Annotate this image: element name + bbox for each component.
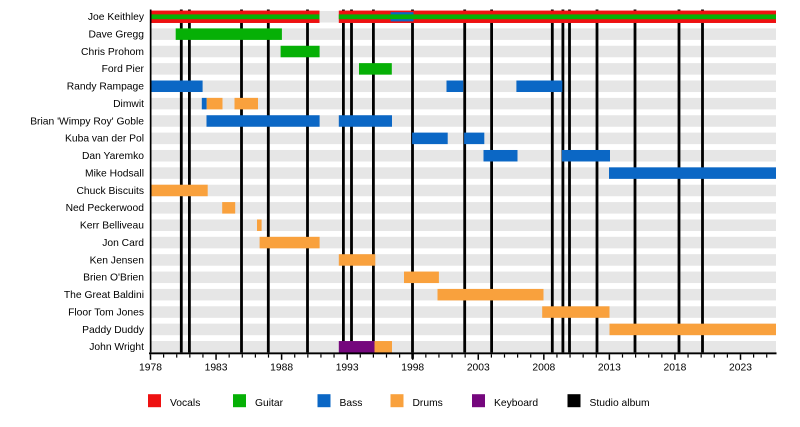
svg-text:2013: 2013 bbox=[598, 363, 621, 374]
svg-text:Kuba van der Pol: Kuba van der Pol bbox=[65, 134, 144, 145]
svg-text:Paddy Duddy: Paddy Duddy bbox=[82, 325, 145, 336]
svg-text:Ned Peckerwood: Ned Peckerwood bbox=[66, 203, 145, 214]
svg-text:Floor Tom Jones: Floor Tom Jones bbox=[68, 307, 144, 318]
svg-text:Dimwit: Dimwit bbox=[113, 99, 144, 110]
svg-text:1988: 1988 bbox=[270, 363, 293, 374]
svg-text:Jon Card: Jon Card bbox=[102, 238, 144, 249]
svg-text:Guitar: Guitar bbox=[255, 398, 284, 409]
svg-text:1978: 1978 bbox=[139, 363, 162, 374]
svg-text:Ford Pier: Ford Pier bbox=[102, 64, 145, 75]
svg-text:John Wright: John Wright bbox=[89, 342, 144, 353]
svg-text:1983: 1983 bbox=[205, 363, 228, 374]
svg-text:Ken Jensen: Ken Jensen bbox=[90, 255, 145, 266]
svg-text:2018: 2018 bbox=[663, 363, 686, 374]
svg-text:Joe Keithley: Joe Keithley bbox=[88, 12, 145, 23]
svg-text:Brian 'Wimpy Roy' Goble: Brian 'Wimpy Roy' Goble bbox=[30, 116, 144, 127]
svg-text:Studio album: Studio album bbox=[590, 398, 650, 409]
svg-text:Keyboard: Keyboard bbox=[494, 398, 538, 409]
svg-text:Dan Yaremko: Dan Yaremko bbox=[82, 151, 144, 162]
svg-text:Mike Hodsall: Mike Hodsall bbox=[85, 168, 144, 179]
svg-text:2003: 2003 bbox=[467, 363, 490, 374]
svg-text:1998: 1998 bbox=[401, 363, 424, 374]
svg-text:Kerr Belliveau: Kerr Belliveau bbox=[80, 221, 144, 232]
svg-text:Dave Gregg: Dave Gregg bbox=[88, 30, 144, 41]
svg-text:The Great Baldini: The Great Baldini bbox=[64, 290, 144, 301]
svg-text:2008: 2008 bbox=[532, 363, 555, 374]
svg-text:2023: 2023 bbox=[729, 363, 752, 374]
svg-text:Chris Prohom: Chris Prohom bbox=[81, 47, 144, 58]
svg-text:Vocals: Vocals bbox=[170, 398, 200, 409]
svg-text:Randy Rampage: Randy Rampage bbox=[67, 82, 145, 93]
svg-text:1993: 1993 bbox=[336, 363, 359, 374]
svg-text:Drums: Drums bbox=[413, 398, 443, 409]
svg-text:Chuck Biscuits: Chuck Biscuits bbox=[76, 186, 144, 197]
svg-text:Brien O'Brien: Brien O'Brien bbox=[83, 273, 144, 284]
svg-text:Bass: Bass bbox=[340, 398, 363, 409]
